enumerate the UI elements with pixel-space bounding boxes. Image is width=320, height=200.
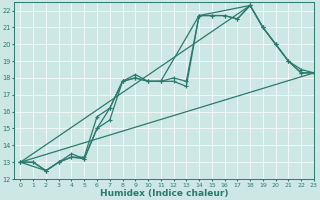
X-axis label: Humidex (Indice chaleur): Humidex (Indice chaleur) <box>100 189 228 198</box>
